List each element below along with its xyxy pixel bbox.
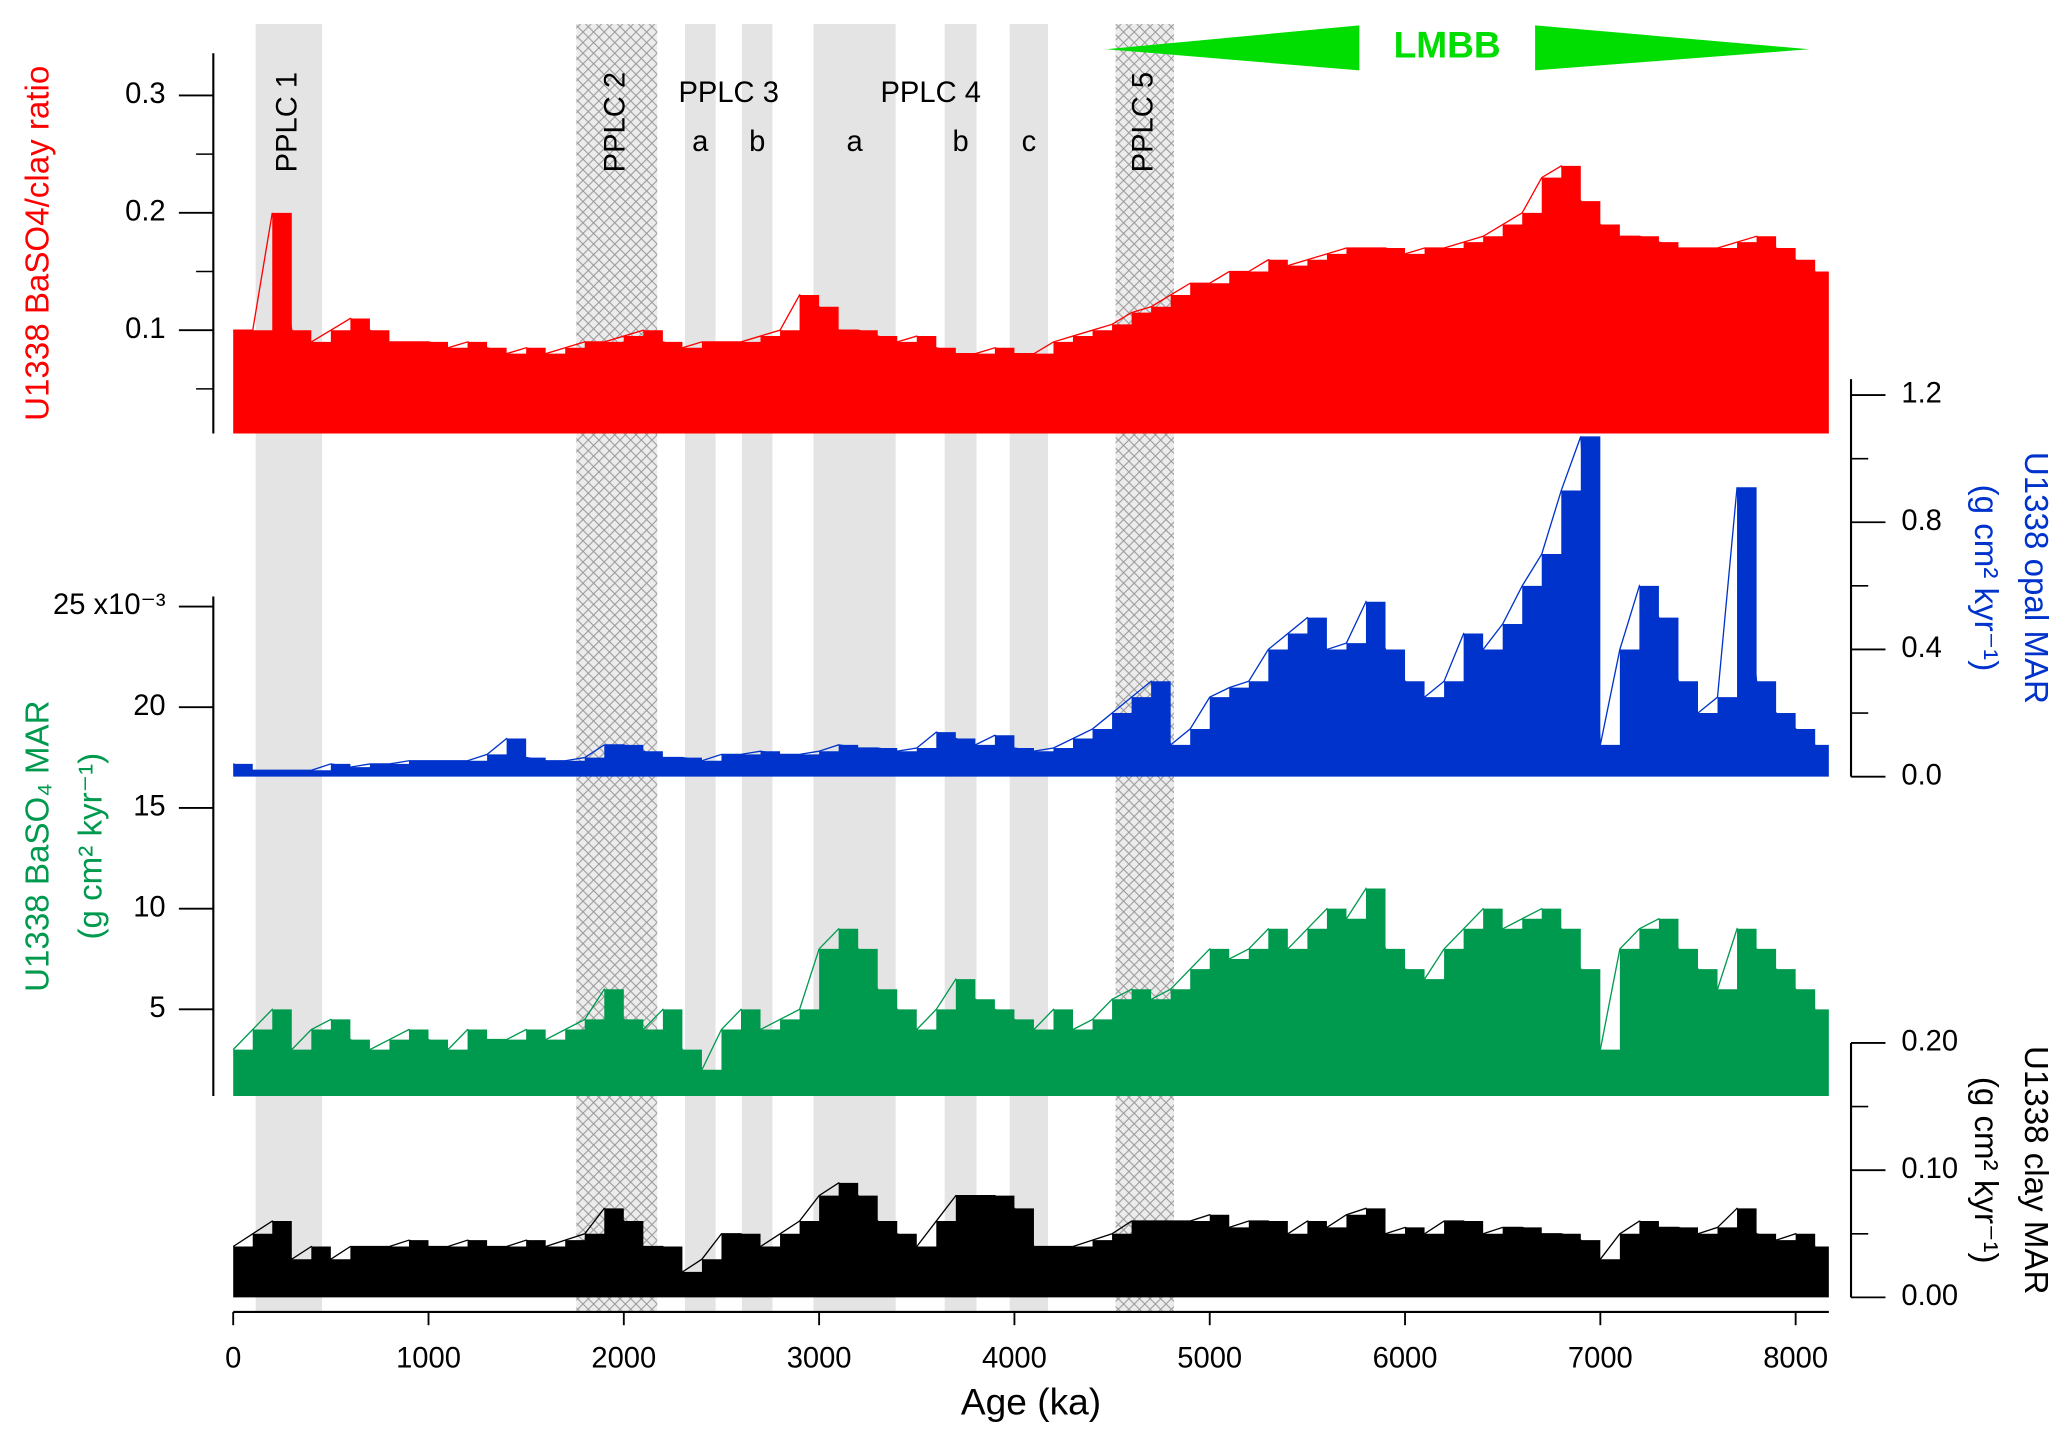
series-line bbox=[232, 1182, 1816, 1273]
interval-sublabel: b bbox=[953, 126, 969, 158]
interval-band bbox=[944, 24, 977, 1312]
y-axis-label: U1338 clay MAR bbox=[2017, 1046, 2054, 1294]
y-tick-label: 15 bbox=[133, 791, 165, 823]
interval-label: PPLC 1 bbox=[272, 72, 304, 172]
x-tick-label: 3000 bbox=[787, 1342, 852, 1374]
y-tick-label: 0.20 bbox=[1901, 1026, 1958, 1058]
interval-sublabel: a bbox=[846, 126, 863, 158]
y-axis-label: (g cm² kyr⁻¹) bbox=[1967, 1077, 2004, 1264]
y-axis-label: U1338 opal MAR bbox=[2017, 452, 2054, 704]
area-fill bbox=[233, 888, 1829, 1096]
lmbb-label: LMBB bbox=[1394, 24, 1501, 66]
y-tick-label: 25 x10⁻³ bbox=[53, 589, 166, 621]
bands bbox=[255, 24, 1174, 1312]
interval-sublabel: a bbox=[692, 126, 709, 158]
interval-label: PPLC 4 bbox=[881, 77, 981, 109]
x-tick-label: 0 bbox=[225, 1342, 241, 1374]
area-fill bbox=[233, 165, 1829, 434]
y-tick-label: 1.2 bbox=[1901, 378, 1942, 410]
y-tick-label: 0.10 bbox=[1901, 1153, 1958, 1185]
x-tick-label: 8000 bbox=[1763, 1342, 1828, 1374]
series-line bbox=[233, 164, 1816, 355]
y-axis-label: U1338 BaSO₄ MAR bbox=[19, 701, 56, 992]
interval-band bbox=[741, 24, 773, 1312]
x-tick-label: 2000 bbox=[591, 1342, 656, 1374]
interval-band bbox=[576, 24, 658, 1312]
lmbb-arrow bbox=[1535, 25, 1810, 71]
y-tick-label: 0.3 bbox=[125, 78, 166, 110]
interval-label: PPLC 2 bbox=[599, 72, 631, 172]
y-tick-label: 5 bbox=[149, 992, 165, 1024]
y-tick-label: 0.1 bbox=[125, 313, 166, 345]
y-tick-label: 0.00 bbox=[1901, 1280, 1958, 1312]
x-tick-label: 4000 bbox=[982, 1342, 1047, 1374]
interval-label: PPLC 5 bbox=[1127, 72, 1159, 172]
plots bbox=[232, 164, 1829, 1298]
y-tick-label: 0.0 bbox=[1901, 759, 1942, 791]
y-tick-label: 0.8 bbox=[1901, 505, 1942, 537]
y-axis-label: U1338 BaSO4/clay ratio bbox=[19, 66, 56, 421]
interval-band bbox=[1115, 24, 1174, 1312]
interval-band bbox=[684, 24, 716, 1312]
axes: PPLC 1 PPLC 2 a b PPLC 3 a b c PPLC 4 PPLC 5 LMBB 0… bbox=[19, 24, 2054, 1423]
interval-label: PPLC 3 bbox=[678, 77, 778, 109]
y-tick-label: 0.4 bbox=[1901, 632, 1942, 664]
y-tick-label: 10 bbox=[133, 891, 165, 923]
interval-band bbox=[1009, 24, 1049, 1312]
x-axis-label: Age (ka) bbox=[961, 1380, 1101, 1422]
lmbb-arrow bbox=[1106, 25, 1360, 71]
interval-band bbox=[813, 24, 896, 1312]
x-tick-label: 6000 bbox=[1373, 1342, 1438, 1374]
y-tick-label: 20 bbox=[133, 690, 165, 722]
x-tick-label: 1000 bbox=[396, 1342, 461, 1374]
series-line bbox=[232, 436, 1816, 771]
area-fill bbox=[233, 436, 1829, 777]
y-tick-label: 0.2 bbox=[125, 196, 166, 228]
series-line bbox=[232, 886, 1816, 1071]
interval-sublabel: c bbox=[1022, 126, 1037, 158]
x-tick-label: 5000 bbox=[1177, 1342, 1242, 1374]
x-tick-label: 7000 bbox=[1568, 1342, 1633, 1374]
interval-sublabel: b bbox=[749, 126, 765, 158]
y-axis-label: (g cm² kyr⁻¹) bbox=[1967, 485, 2004, 672]
y-axis-label: (g cm² kyr⁻¹) bbox=[73, 753, 110, 940]
